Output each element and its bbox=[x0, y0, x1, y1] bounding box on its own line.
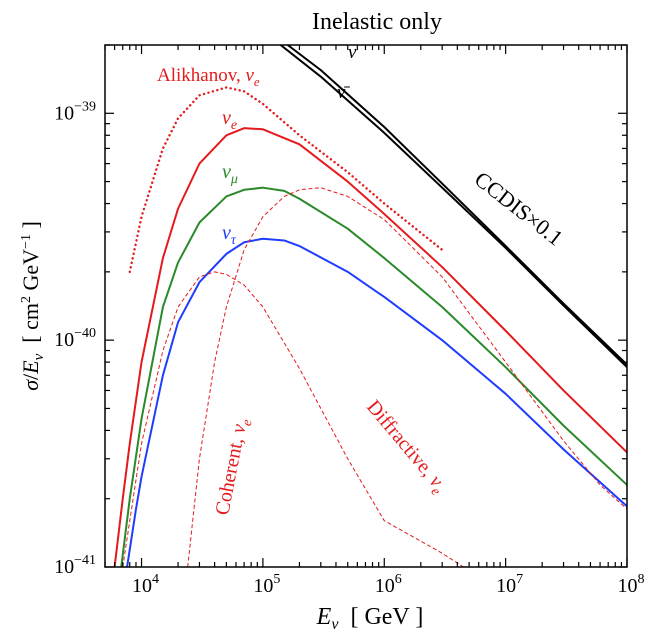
annotation-nutau: ντ bbox=[222, 222, 237, 248]
x-tick-label: 105 bbox=[253, 572, 280, 597]
x-tick-label: 108 bbox=[618, 572, 645, 597]
annotation-alikhanov: Alikhanov, νe bbox=[157, 65, 260, 89]
series-line-e bbox=[113, 127, 627, 567]
y-tick-label: 10−41 bbox=[54, 553, 96, 578]
series-layer bbox=[113, 45, 627, 567]
x-tick-label: 106 bbox=[375, 572, 402, 597]
x-tick-label: 104 bbox=[132, 572, 159, 597]
series-line- bbox=[126, 237, 627, 567]
annotation-ccdis: CCDIS×0.1 bbox=[470, 166, 568, 250]
series-line-alikhanov-e bbox=[128, 86, 444, 274]
annotation-nue: νe bbox=[222, 107, 237, 133]
y-axis-label: σ/Eν [ cm2 GeV−1 ] bbox=[18, 221, 47, 391]
annotation-diffractive: Diffractive, νe bbox=[359, 396, 451, 499]
series-line-coherent-e bbox=[122, 271, 464, 567]
ticks-layer: 104 105 106 107 108 10−41 10−40 10−39 bbox=[54, 44, 645, 597]
series-line-diffractive-e bbox=[187, 187, 627, 567]
annotation-coherent: Coherent, νe bbox=[211, 416, 255, 518]
x-axis-label: Eν [ GeV ] bbox=[316, 604, 424, 631]
series-line- bbox=[120, 186, 627, 567]
annotation-numu: νμ bbox=[222, 161, 238, 187]
series-line-ccdis-0-1 bbox=[286, 45, 627, 366]
series-line-ccdis-0-1 bbox=[279, 45, 627, 369]
annotation-nu: ν bbox=[348, 42, 357, 63]
y-tick-label: 10−39 bbox=[54, 99, 96, 124]
y-tick-label: 10−40 bbox=[54, 326, 96, 351]
x-tick-label: 107 bbox=[496, 572, 523, 597]
chart-title: Inelastic only bbox=[312, 9, 442, 35]
plot-frame bbox=[104, 44, 628, 568]
